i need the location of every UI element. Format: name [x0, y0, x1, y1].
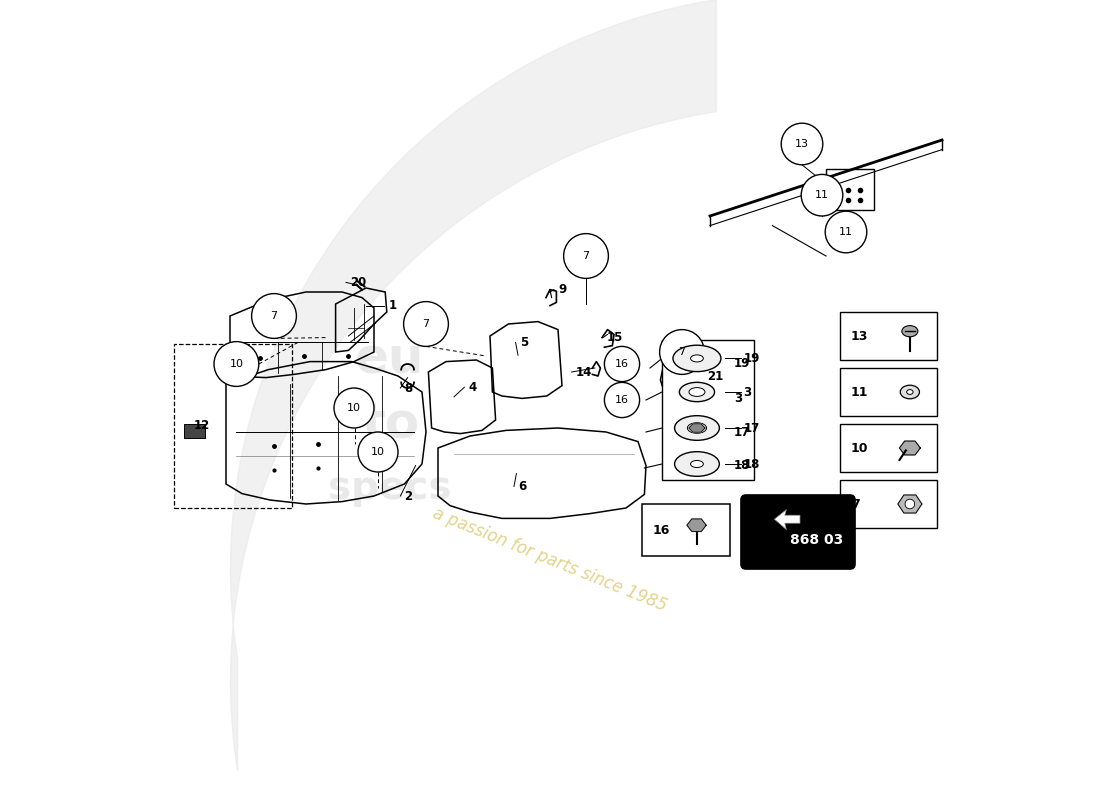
- Text: 21: 21: [707, 370, 723, 382]
- Bar: [185, 424, 206, 438]
- Ellipse shape: [691, 355, 703, 362]
- Circle shape: [604, 382, 639, 418]
- Text: 20: 20: [350, 276, 366, 289]
- Polygon shape: [774, 510, 800, 530]
- Text: a passion for parts since 1985: a passion for parts since 1985: [430, 505, 670, 615]
- Text: 16: 16: [615, 359, 629, 369]
- Polygon shape: [689, 424, 705, 432]
- Circle shape: [825, 211, 867, 253]
- Ellipse shape: [689, 387, 705, 396]
- Text: 15: 15: [607, 331, 624, 344]
- Circle shape: [905, 499, 915, 509]
- Ellipse shape: [688, 422, 706, 434]
- Text: 16: 16: [615, 395, 629, 405]
- Text: 6: 6: [518, 480, 526, 493]
- Text: 868 03: 868 03: [790, 533, 844, 546]
- Circle shape: [358, 432, 398, 472]
- Polygon shape: [688, 519, 706, 531]
- Circle shape: [334, 388, 374, 428]
- Text: 7: 7: [582, 251, 590, 261]
- Text: 17: 17: [734, 426, 750, 438]
- Text: 10: 10: [371, 447, 385, 457]
- Text: specs: specs: [328, 469, 452, 507]
- Circle shape: [781, 123, 823, 165]
- Text: 13: 13: [850, 330, 868, 342]
- Text: 10: 10: [230, 359, 243, 369]
- Text: 12: 12: [194, 419, 210, 432]
- Text: 18: 18: [744, 458, 760, 470]
- Text: 5: 5: [519, 336, 528, 349]
- Text: eu: eu: [355, 336, 425, 384]
- Circle shape: [660, 330, 704, 374]
- Text: 14: 14: [575, 366, 592, 378]
- Text: 4: 4: [469, 381, 476, 394]
- Text: 2: 2: [405, 490, 412, 502]
- Circle shape: [214, 342, 258, 386]
- Text: 8: 8: [405, 382, 412, 394]
- Ellipse shape: [906, 390, 913, 394]
- Text: 7: 7: [271, 311, 277, 321]
- Ellipse shape: [900, 385, 920, 399]
- Bar: [174, 344, 293, 508]
- Polygon shape: [898, 495, 922, 513]
- Ellipse shape: [680, 382, 715, 402]
- Bar: [662, 340, 754, 480]
- Ellipse shape: [674, 452, 719, 476]
- Text: 18: 18: [734, 459, 750, 472]
- Bar: [839, 480, 937, 528]
- Ellipse shape: [691, 461, 703, 467]
- Bar: [839, 312, 937, 360]
- Text: 11: 11: [815, 190, 829, 200]
- Text: to: to: [361, 400, 419, 448]
- Bar: [642, 504, 730, 556]
- Bar: [826, 169, 875, 210]
- Text: 16: 16: [652, 523, 670, 537]
- Text: 10: 10: [850, 442, 868, 454]
- Text: 11: 11: [839, 227, 853, 237]
- Ellipse shape: [674, 416, 719, 440]
- Polygon shape: [900, 441, 921, 455]
- Circle shape: [801, 174, 843, 216]
- Text: 17: 17: [744, 422, 760, 434]
- Circle shape: [604, 346, 639, 382]
- Text: 1: 1: [388, 299, 396, 312]
- Text: 7: 7: [850, 498, 859, 510]
- Text: 7: 7: [422, 319, 430, 329]
- Ellipse shape: [902, 326, 917, 337]
- Text: 3: 3: [744, 386, 751, 398]
- Circle shape: [563, 234, 608, 278]
- Text: 11: 11: [850, 386, 868, 398]
- Text: 10: 10: [346, 403, 361, 413]
- Bar: [839, 424, 937, 472]
- Text: 19: 19: [744, 352, 760, 365]
- FancyBboxPatch shape: [741, 495, 855, 569]
- Text: 9: 9: [558, 283, 566, 296]
- Circle shape: [252, 294, 296, 338]
- Text: 7: 7: [679, 347, 685, 357]
- Text: 3: 3: [734, 392, 742, 405]
- Text: 13: 13: [795, 139, 808, 149]
- Text: 19: 19: [734, 357, 750, 370]
- Circle shape: [404, 302, 449, 346]
- Bar: [839, 368, 937, 416]
- Ellipse shape: [673, 346, 720, 371]
